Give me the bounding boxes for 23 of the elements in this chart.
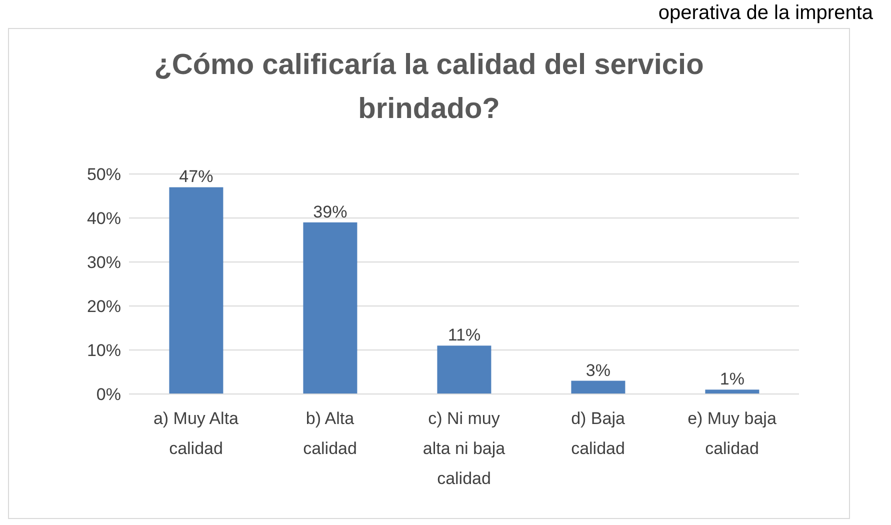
y-tick-label: 30% [86, 253, 121, 272]
y-tick-label: 40% [86, 209, 121, 228]
x-tick-label: c) Ni muy alta ni baja calidad [422, 409, 506, 488]
data-label: 3% [586, 360, 610, 380]
y-tick-label: 0% [96, 385, 121, 404]
x-tick-label: a) Muy Alta calidad [153, 409, 240, 458]
bar [169, 187, 224, 394]
y-tick-label: 50% [86, 165, 121, 184]
x-tick-label: d) Baja calidad [571, 409, 626, 458]
text: operativa de la imprenta [658, 2, 873, 25]
data-label: 1% [720, 370, 744, 389]
bar [303, 222, 358, 394]
data-label: 47% [179, 167, 214, 186]
y-tick-label: 10% [86, 341, 121, 360]
data-label: 11% [448, 326, 481, 345]
bar [705, 390, 760, 394]
x-tick-label: e) Muy baja calidad [688, 409, 777, 458]
data-label: 39% [313, 202, 348, 222]
bar [437, 346, 492, 394]
bar [571, 380, 626, 394]
x-tick-label: b) Alta calidad [303, 409, 357, 458]
chart-title: ¿Cómo calificaría la calidad del servicio brindado? [153, 48, 705, 127]
y-tick-label: 20% [86, 297, 121, 316]
